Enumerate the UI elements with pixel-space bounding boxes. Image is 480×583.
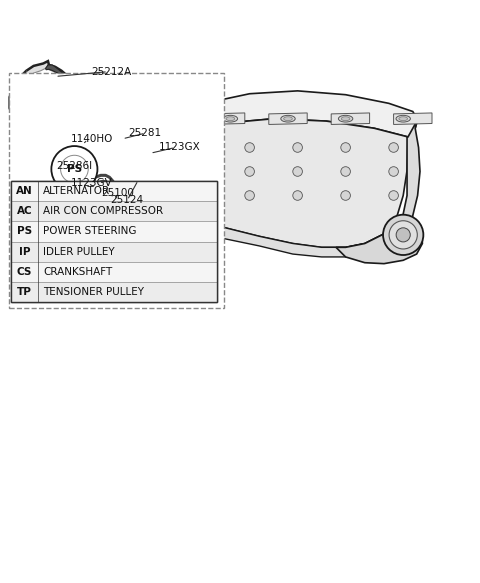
Circle shape [341, 143, 350, 152]
Circle shape [383, 215, 423, 255]
Text: ALTERNATOR: ALTERNATOR [43, 186, 110, 196]
Ellipse shape [338, 115, 353, 122]
Circle shape [107, 137, 141, 171]
Text: AC: AC [115, 240, 130, 250]
Bar [11, 241, 217, 262]
Circle shape [197, 167, 206, 176]
Text: 25286I: 25286I [57, 161, 93, 171]
Polygon shape [336, 216, 422, 264]
Circle shape [119, 149, 129, 159]
Polygon shape [269, 113, 307, 124]
Circle shape [245, 167, 254, 176]
Text: 25100: 25100 [101, 188, 133, 198]
Circle shape [122, 159, 140, 176]
Text: 1123GV: 1123GV [71, 178, 113, 188]
Text: CS: CS [17, 267, 32, 277]
Bar [11, 181, 217, 201]
Circle shape [86, 181, 120, 215]
Circle shape [389, 167, 398, 176]
Circle shape [127, 195, 146, 215]
Ellipse shape [399, 117, 408, 121]
Polygon shape [206, 113, 245, 124]
Bar [11, 181, 217, 302]
Circle shape [113, 143, 135, 166]
Text: AIR CON COMPRESSOR: AIR CON COMPRESSOR [43, 206, 163, 216]
Ellipse shape [281, 115, 295, 122]
Text: IDLER PULLEY: IDLER PULLEY [43, 247, 115, 257]
Polygon shape [101, 147, 161, 189]
Circle shape [293, 191, 302, 201]
Text: 25212A: 25212A [91, 66, 132, 76]
Text: TP: TP [17, 287, 32, 297]
Ellipse shape [284, 117, 292, 121]
Text: CRANKSHAFT: CRANKSHAFT [43, 267, 112, 277]
Polygon shape [46, 65, 65, 76]
Circle shape [114, 212, 131, 229]
Polygon shape [14, 68, 70, 127]
Ellipse shape [341, 117, 350, 121]
Polygon shape [182, 91, 418, 137]
Text: AC: AC [17, 206, 32, 216]
Text: IP: IP [117, 216, 128, 226]
Circle shape [143, 141, 150, 149]
Text: AN: AN [129, 200, 145, 210]
Circle shape [389, 221, 417, 249]
Circle shape [245, 191, 254, 201]
Circle shape [51, 146, 97, 192]
Circle shape [293, 143, 302, 152]
Polygon shape [331, 113, 370, 124]
Bar [11, 282, 217, 302]
Circle shape [341, 167, 350, 176]
Polygon shape [150, 158, 175, 180]
Polygon shape [10, 61, 78, 130]
Circle shape [341, 191, 350, 201]
Polygon shape [394, 113, 432, 124]
Circle shape [197, 191, 206, 201]
Circle shape [111, 233, 134, 256]
Circle shape [103, 225, 142, 264]
FancyBboxPatch shape [93, 144, 101, 152]
Text: 1123GX: 1123GX [158, 142, 200, 153]
Circle shape [39, 202, 95, 258]
Circle shape [50, 213, 84, 247]
Text: TENSIONER PULLEY: TENSIONER PULLEY [43, 287, 144, 297]
Text: PS: PS [67, 164, 82, 174]
Circle shape [245, 143, 254, 152]
Text: CS: CS [60, 225, 75, 235]
Circle shape [197, 143, 206, 152]
Circle shape [389, 143, 398, 152]
Text: 1140HO: 1140HO [71, 134, 113, 145]
Ellipse shape [226, 117, 235, 121]
Text: TP: TP [96, 193, 110, 203]
Polygon shape [178, 119, 408, 247]
Circle shape [60, 155, 88, 183]
Bar [11, 201, 217, 222]
Circle shape [293, 167, 302, 176]
Circle shape [389, 191, 398, 201]
Circle shape [396, 228, 410, 242]
Text: POWER STEERING: POWER STEERING [43, 227, 137, 237]
Bar [9, 73, 224, 308]
Text: 25281: 25281 [129, 128, 162, 138]
Bar [11, 181, 217, 302]
Polygon shape [142, 154, 192, 196]
Bar [11, 222, 217, 241]
Circle shape [116, 152, 146, 183]
Circle shape [77, 164, 84, 171]
Circle shape [121, 189, 153, 221]
Ellipse shape [396, 115, 410, 122]
Bar [11, 262, 217, 282]
Text: 25124: 25124 [110, 195, 144, 205]
Polygon shape [179, 219, 402, 257]
Circle shape [72, 160, 89, 175]
Text: IP: IP [19, 247, 30, 257]
Polygon shape [365, 120, 420, 254]
Circle shape [108, 206, 137, 235]
Ellipse shape [223, 115, 238, 122]
Circle shape [67, 154, 94, 181]
Text: AN: AN [16, 186, 33, 196]
Circle shape [97, 191, 104, 198]
Text: PS: PS [17, 227, 32, 237]
Circle shape [93, 188, 113, 208]
